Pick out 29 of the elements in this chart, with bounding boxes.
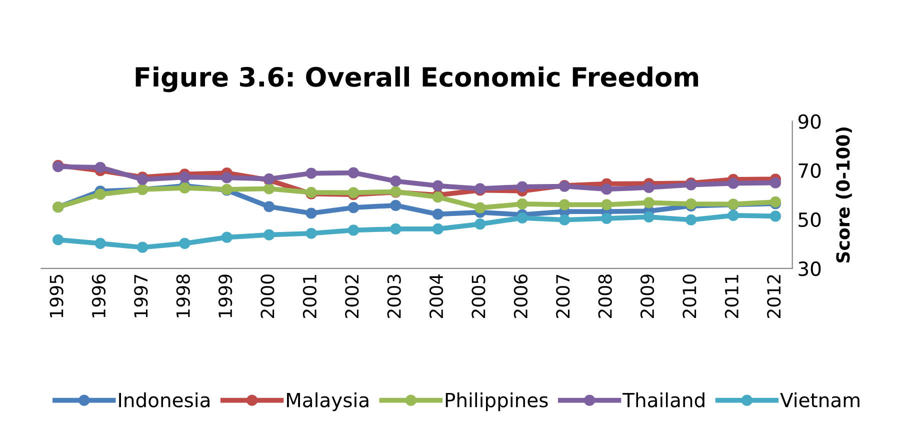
x-tick-label: 1996 bbox=[92, 274, 106, 318]
x-tick-label: 2009 bbox=[640, 274, 654, 318]
x-tick-label: 2008 bbox=[598, 274, 612, 318]
chart-title: Figure 3.6: Overall Economic Freedom bbox=[136, 66, 698, 92]
legend-label: Indonesia bbox=[119, 392, 210, 408]
legend-label: Philippines bbox=[446, 392, 548, 412]
x-tick-label: 1999 bbox=[218, 274, 232, 318]
x-tick-label: 2012 bbox=[767, 275, 781, 318]
legend-label: Thailand bbox=[622, 392, 704, 408]
x-tick-label: 2004 bbox=[429, 274, 444, 318]
y-tick-label: 70 bbox=[798, 163, 821, 178]
x-tick-label: 2000 bbox=[260, 274, 274, 318]
x-tick-label: 2007 bbox=[556, 274, 570, 318]
x-tick-label: 2001 bbox=[302, 274, 317, 318]
x-tick-label: 2010 bbox=[682, 274, 696, 318]
x-tick-label: 1997 bbox=[134, 274, 148, 318]
x-tick-label: 2006 bbox=[514, 274, 528, 318]
x-tick-label: 2003 bbox=[387, 274, 401, 318]
x-tick-label: 2011 bbox=[724, 274, 738, 318]
y-tick-label: 30 bbox=[798, 261, 821, 276]
x-tick-label: 2002 bbox=[345, 275, 359, 318]
x-tick-label: 1995 bbox=[50, 274, 64, 318]
legend-label: Malaysia bbox=[287, 392, 368, 412]
y-tick-label: 50 bbox=[798, 212, 821, 228]
legend-label: Vietnam bbox=[780, 392, 860, 408]
y-tick-label: 90 bbox=[798, 114, 821, 129]
y-axis-title: Score (0-100) bbox=[836, 128, 852, 262]
x-tick-label: 2005 bbox=[472, 274, 486, 318]
x-tick-label: 1998 bbox=[176, 274, 190, 318]
